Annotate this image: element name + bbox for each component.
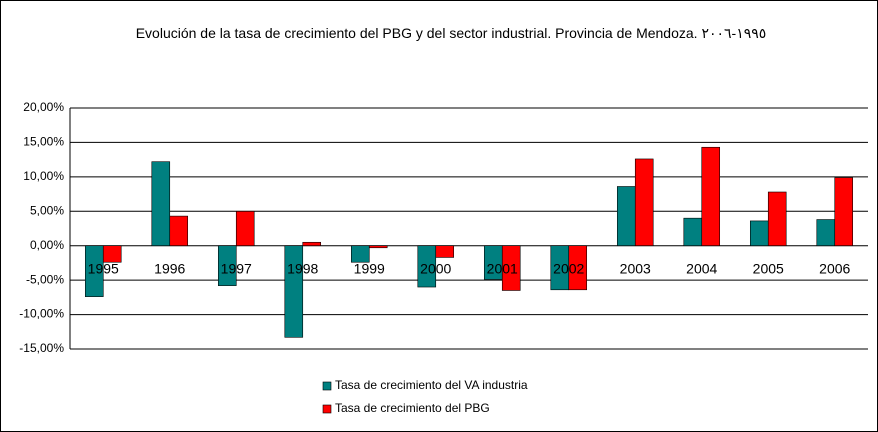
bar bbox=[767, 191, 787, 247]
legend-label: Tasa de crecimiento del VA industria bbox=[335, 378, 528, 392]
bar bbox=[701, 146, 721, 247]
legend-swatch bbox=[322, 404, 332, 414]
bar bbox=[350, 245, 370, 263]
bar bbox=[616, 186, 636, 247]
y-tick-label: -5,00% bbox=[26, 272, 64, 286]
bar bbox=[501, 245, 521, 291]
bar bbox=[284, 245, 304, 338]
bar bbox=[683, 217, 703, 247]
x-tick-label: 2003 bbox=[620, 260, 651, 276]
x-tick-label: 2005 bbox=[753, 260, 784, 276]
bar bbox=[634, 158, 654, 247]
legend-label: Tasa de crecimiento del PBG bbox=[335, 401, 490, 415]
legend-swatch bbox=[322, 381, 332, 391]
y-tick-label: -10,00% bbox=[19, 307, 64, 321]
bar bbox=[217, 245, 237, 286]
y-tick-label: 15,00% bbox=[23, 135, 64, 149]
bar bbox=[169, 215, 189, 247]
x-tick-label: 1999 bbox=[354, 260, 385, 276]
bar bbox=[102, 245, 122, 263]
bar bbox=[568, 245, 588, 291]
bar bbox=[302, 241, 322, 247]
y-tick-label: 10,00% bbox=[23, 169, 64, 183]
bar bbox=[834, 177, 854, 247]
x-tick-label: 1996 bbox=[154, 260, 185, 276]
bar bbox=[368, 245, 388, 249]
x-tick-label: 2006 bbox=[819, 260, 850, 276]
x-tick-label: 1995 bbox=[88, 260, 119, 276]
y-tick-label: 5,00% bbox=[30, 203, 64, 217]
x-tick-label: 2000 bbox=[420, 260, 451, 276]
y-tick-label: 20,00% bbox=[23, 100, 64, 114]
bar bbox=[151, 161, 171, 247]
y-tick-label: 0,00% bbox=[30, 238, 64, 252]
bar bbox=[417, 245, 437, 288]
bar bbox=[816, 219, 836, 247]
x-tick-label: 2004 bbox=[686, 260, 717, 276]
y-tick-label: -15,00% bbox=[19, 341, 64, 355]
bar bbox=[235, 210, 255, 247]
x-tick-label: 2002 bbox=[553, 260, 584, 276]
bar bbox=[84, 245, 104, 297]
x-tick-label: 1998 bbox=[287, 260, 318, 276]
x-tick-label: 1997 bbox=[221, 260, 252, 276]
bar bbox=[749, 220, 769, 247]
x-tick-label: 2001 bbox=[487, 260, 518, 276]
bar bbox=[435, 245, 455, 258]
chart-title: Evolución de la tasa de crecimiento del … bbox=[135, 25, 767, 41]
